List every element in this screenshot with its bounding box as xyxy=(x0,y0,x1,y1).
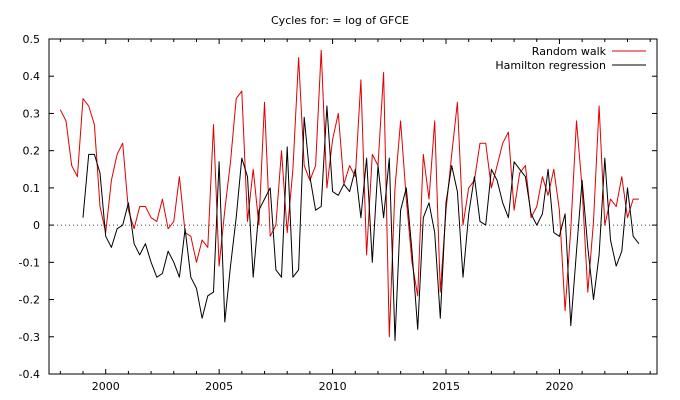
y-tick-label: 0.5 xyxy=(23,33,41,46)
series-line-random-walk xyxy=(59,49,639,338)
y-tick-label: 0.3 xyxy=(23,107,41,120)
series-layer xyxy=(59,49,640,341)
legend: Random walk Hamilton regression xyxy=(495,45,646,72)
y-tick-label: -0.3 xyxy=(19,331,40,344)
series-line-hamilton-regression xyxy=(82,105,640,341)
y-tick-label: 0.4 xyxy=(23,70,41,83)
x-tick-label: 2010 xyxy=(319,380,347,393)
y-tick-label: -0.2 xyxy=(19,294,40,307)
axis-ticks: -0.4 -0.3 -0.2 -0.1 0 0.1 0.2 0.3 0.4 0.5 2000 2005… xyxy=(19,33,657,393)
x-tick-label: 2020 xyxy=(545,380,573,393)
y-tick-label: 0.2 xyxy=(23,145,41,158)
chart-title: Cycles for: = log of GFCE xyxy=(271,14,409,27)
x-tick-label: 2000 xyxy=(92,380,120,393)
legend-label-random-walk: Random walk xyxy=(532,45,607,58)
y-tick-label: -0.1 xyxy=(19,256,40,269)
y-tick-label: 0.1 xyxy=(23,182,41,195)
legend-label-hamilton-regression: Hamilton regression xyxy=(495,59,606,72)
y-tick-label: 0 xyxy=(33,219,40,232)
x-tick-label: 2015 xyxy=(432,380,460,393)
y-tick-label: -0.4 xyxy=(19,368,40,381)
plot-frame xyxy=(48,38,658,375)
x-tick-label: 2005 xyxy=(205,380,233,393)
